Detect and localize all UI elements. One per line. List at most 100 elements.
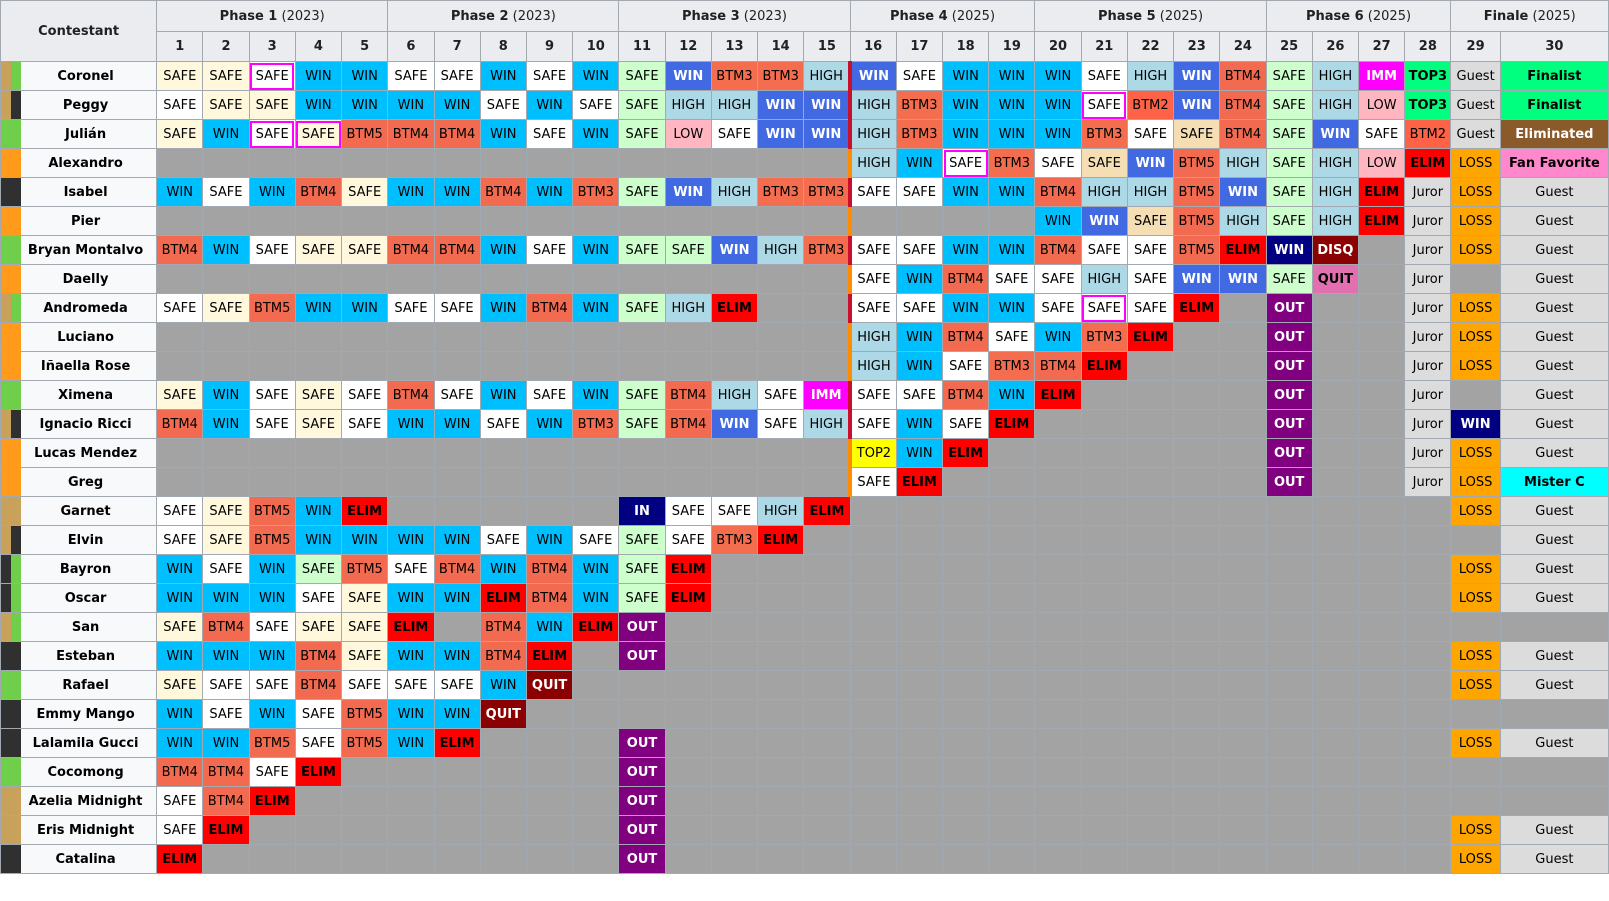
result-cell: WIN: [941, 235, 990, 265]
contestant-header: Contestant: [0, 0, 158, 62]
result-cell: SAFE: [618, 525, 666, 555]
result-cell: HIGH: [1219, 206, 1267, 236]
episode-number: 18: [941, 31, 990, 62]
empty-cell: [1311, 786, 1360, 816]
result-cell: SAFE: [710, 119, 759, 149]
result-cell: WIN: [479, 235, 527, 265]
empty-cell: [941, 554, 990, 584]
result-cell: SAFE: [341, 235, 389, 265]
empty-cell: [710, 728, 759, 758]
empty-cell: [202, 438, 250, 468]
empty-cell: [1173, 351, 1221, 381]
result-cell: ELIM: [1358, 206, 1406, 236]
empty-cell: [757, 757, 805, 787]
result-cell: SAFE: [941, 351, 990, 381]
empty-cell: [525, 844, 574, 874]
episode-number: 1: [156, 31, 204, 62]
empty-cell: [1358, 235, 1406, 265]
result-cell: BTM4: [202, 757, 250, 787]
result-cell: Guest: [1499, 583, 1609, 613]
result-cell: HIGH: [1080, 264, 1128, 294]
result-cell: SAFE: [895, 380, 944, 410]
empty-cell: [572, 670, 620, 700]
result-cell: LOSS: [1450, 641, 1501, 671]
empty-cell: [1358, 554, 1406, 584]
result-cell: SAFE: [848, 177, 897, 207]
empty-cell: [1358, 264, 1406, 294]
contestant-name-cell: Azelia Midnight: [0, 786, 158, 816]
empty-cell: [341, 844, 389, 874]
empty-cell: [1219, 757, 1267, 787]
result-cell: WIN: [387, 583, 435, 613]
result-cell: SAFE: [618, 554, 666, 584]
empty-cell: [433, 496, 481, 526]
empty-cell: [1265, 786, 1313, 816]
result-cell: SAFE: [1126, 235, 1175, 265]
empty-cell: [1126, 554, 1175, 584]
result-cell: SAFE: [664, 525, 712, 555]
empty-cell: [1311, 641, 1360, 671]
result-cell: ELIM: [1080, 351, 1128, 381]
empty-cell: [757, 670, 805, 700]
empty-cell: [941, 670, 990, 700]
result-cell: WIN: [387, 90, 435, 120]
empty-cell: [664, 148, 712, 178]
result-cell: SAFE: [156, 815, 204, 845]
empty-cell: [1034, 554, 1082, 584]
contestant-color-stripe: [1, 845, 21, 873]
empty-cell: [849, 554, 897, 584]
result-cell: HIGH: [848, 119, 897, 149]
result-cell: WIN: [1034, 206, 1082, 236]
empty-cell: [664, 641, 712, 671]
empty-cell: [988, 757, 1036, 787]
result-cell: SAFE: [202, 525, 250, 555]
empty-cell: [387, 322, 435, 352]
result-cell: ELIM: [1404, 148, 1452, 178]
empty-cell: [941, 844, 990, 874]
result-cell: ELIM: [156, 844, 204, 874]
result-cell: ELIM: [757, 525, 805, 555]
contestant-name: Esteban: [56, 648, 116, 664]
empty-cell: [1173, 583, 1221, 613]
result-cell: WIN: [202, 728, 250, 758]
result-cell: OUT: [1265, 293, 1313, 323]
result-cell: WIN: [988, 61, 1036, 91]
result-cell: BTM4: [202, 612, 250, 642]
result-cell: SAFE: [294, 612, 343, 642]
result-cell: LOSS: [1450, 554, 1501, 584]
result-cell: WIN: [479, 61, 527, 91]
empty-cell: [803, 554, 851, 584]
contestant-name-cell: Cocomong: [0, 757, 158, 787]
contestant-row: Peggy SAFE SAFE SAFE WIN WIN WIN WIN SAFE WIN SAFE…: [0, 90, 1609, 120]
empty-cell: [757, 583, 805, 613]
empty-cell: [294, 438, 343, 468]
empty-cell: [757, 554, 805, 584]
empty-cell: [479, 351, 527, 381]
result-cell: LOW: [664, 119, 712, 149]
result-cell: Guest: [1499, 177, 1609, 207]
contestant-color-stripe: [1, 62, 21, 90]
empty-cell: [1080, 815, 1128, 845]
contestant-row: Isabel WIN SAFE WIN BTM4 SAFE WIN WIN BTM4 WIN BTM…: [0, 177, 1609, 207]
contestant-row: Julián SAFE WIN SAFE SAFE BTM5 BTM4 BTM4 WIN SAFE…: [0, 119, 1609, 149]
result-cell: IMM: [1358, 61, 1406, 91]
empty-cell: [1034, 699, 1082, 729]
result-cell: SAFE: [202, 554, 250, 584]
result-cell: WIN: [757, 90, 805, 120]
empty-cell: [710, 583, 759, 613]
result-cell: OUT: [618, 786, 666, 816]
empty-cell: [1311, 525, 1360, 555]
empty-cell: [479, 815, 527, 845]
empty-cell: [341, 351, 389, 381]
empty-cell: [988, 670, 1036, 700]
result-cell: OUT: [1265, 438, 1313, 468]
result-cell: LOW: [1358, 90, 1406, 120]
contestant-name: Garnet: [60, 503, 111, 519]
contestant-row: Cocomong BTM4 BTM4 SAFE ELIM OUT: [0, 757, 1609, 787]
result-cell: WIN: [1080, 206, 1128, 236]
empty-cell: [433, 351, 481, 381]
episode-number: 4: [294, 31, 343, 62]
result-cell: WIN: [248, 641, 296, 671]
result-cell: BTM4: [479, 641, 527, 671]
result-cell: SAFE: [156, 380, 204, 410]
